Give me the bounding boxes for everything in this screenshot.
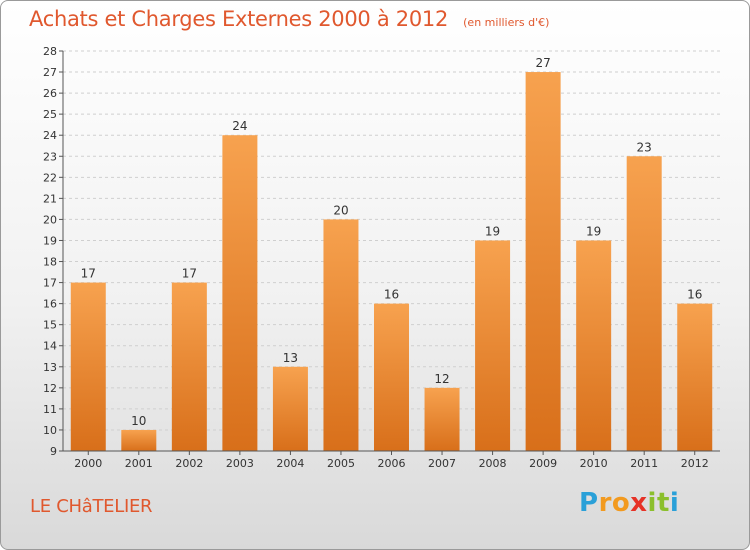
bar-2000 — [70, 282, 106, 451]
x-tick-label: 2002 — [175, 457, 203, 470]
x-tick-label: 2012 — [681, 457, 709, 470]
y-tick-label: 23 — [43, 150, 57, 163]
chart-subtitle: (en milliers d'€) — [463, 16, 550, 29]
y-tick-label: 14 — [43, 340, 57, 353]
bar-2011 — [626, 156, 662, 451]
logo-letter: x — [630, 488, 648, 518]
bar-2003 — [222, 135, 258, 452]
data-label: 19 — [586, 224, 601, 238]
y-tick-label: 28 — [43, 45, 57, 58]
data-label: 17 — [81, 267, 96, 281]
data-label: 13 — [283, 351, 298, 365]
x-tick-label: 2005 — [327, 457, 355, 470]
x-tick-label: 2010 — [580, 457, 608, 470]
logo-letter: r — [598, 488, 612, 518]
data-label: 19 — [485, 224, 500, 238]
x-tick-label: 2004 — [276, 457, 304, 470]
bar-2009 — [525, 72, 561, 451]
x-tick-label: 2001 — [125, 457, 153, 470]
bar-2002 — [171, 282, 207, 451]
data-label: 16 — [384, 288, 399, 302]
y-tick-label: 19 — [43, 234, 57, 247]
bar-2001 — [121, 429, 157, 451]
x-tick-label: 2009 — [529, 457, 557, 470]
y-tick-label: 10 — [43, 424, 57, 437]
x-tick-label: 2000 — [74, 457, 102, 470]
y-tick-label: 25 — [43, 108, 57, 121]
data-label: 20 — [333, 203, 348, 217]
y-tick-label: 27 — [43, 66, 57, 79]
x-tick-label: 2003 — [226, 457, 254, 470]
data-label: 17 — [182, 267, 197, 281]
data-label: 23 — [637, 140, 652, 154]
chart-title: Achats et Charges Externes 2000 à 2012 — [29, 7, 449, 31]
data-label: 12 — [434, 372, 449, 386]
bar-2012 — [677, 303, 713, 451]
x-tick-label: 2006 — [378, 457, 406, 470]
bar-2006 — [374, 303, 409, 451]
logo-letter: i — [669, 488, 680, 518]
data-label: 16 — [687, 288, 702, 302]
logo-letter: t — [656, 488, 670, 518]
y-tick-label: 9 — [50, 445, 57, 458]
data-label: 24 — [232, 119, 247, 133]
data-label: 10 — [131, 414, 146, 428]
y-tick-label: 18 — [43, 256, 57, 269]
bar-2005 — [323, 219, 359, 451]
logo-letter: i — [647, 488, 657, 518]
bar-2010 — [576, 240, 612, 451]
bar-2008 — [475, 240, 511, 451]
bar-2007 — [424, 387, 460, 451]
logo-letter: o — [611, 488, 631, 518]
y-tick-label: 15 — [43, 319, 57, 332]
x-tick-label: 2011 — [630, 457, 658, 470]
y-tick-label: 12 — [43, 382, 57, 395]
y-tick-label: 22 — [43, 171, 57, 184]
y-tick-label: 21 — [43, 192, 57, 205]
x-tick-label: 2007 — [428, 457, 456, 470]
y-tick-label: 24 — [43, 129, 57, 142]
bar-2004 — [272, 366, 308, 451]
y-tick-label: 26 — [43, 87, 57, 100]
data-label: 27 — [535, 56, 550, 70]
title-row: Achats et Charges Externes 2000 à 2012 (… — [29, 7, 549, 31]
y-tick-label: 20 — [43, 213, 57, 226]
proxiti-logo: Proxiti — [579, 488, 679, 518]
logo-letter: P — [579, 488, 599, 518]
y-tick-label: 16 — [43, 298, 57, 311]
place-name: LE CHâTELIER — [30, 496, 153, 517]
y-tick-label: 17 — [43, 277, 57, 290]
x-tick-label: 2008 — [479, 457, 507, 470]
y-tick-label: 11 — [43, 403, 57, 416]
y-tick-label: 13 — [43, 361, 57, 374]
